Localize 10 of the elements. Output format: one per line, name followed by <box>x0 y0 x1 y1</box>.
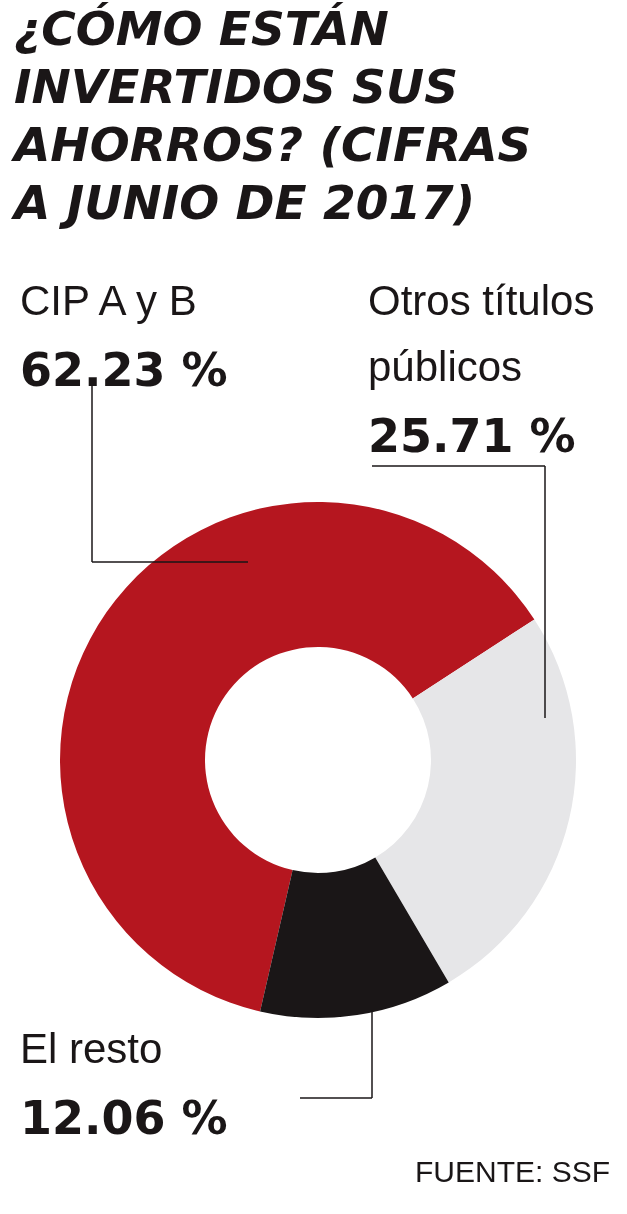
slice-label: El resto <box>20 1025 163 1072</box>
slice-label: CIP A y B <box>20 277 197 324</box>
data-label: 62.23 % <box>20 343 228 397</box>
donut-slice <box>60 502 535 1012</box>
source-note: FUENTE: SSF <box>414 1155 610 1188</box>
data-label: 12.06 % <box>20 1091 228 1145</box>
donut-slice <box>375 619 576 983</box>
chart-title: ¿CÓMO ESTÁN INVERTIDOS SUS AHORROS? (CIFRAS A JUNIO DE 2017) <box>10 1 532 230</box>
slice-label: Otros títulos públicos <box>368 277 595 390</box>
data-label: 25.71 % <box>368 409 576 463</box>
